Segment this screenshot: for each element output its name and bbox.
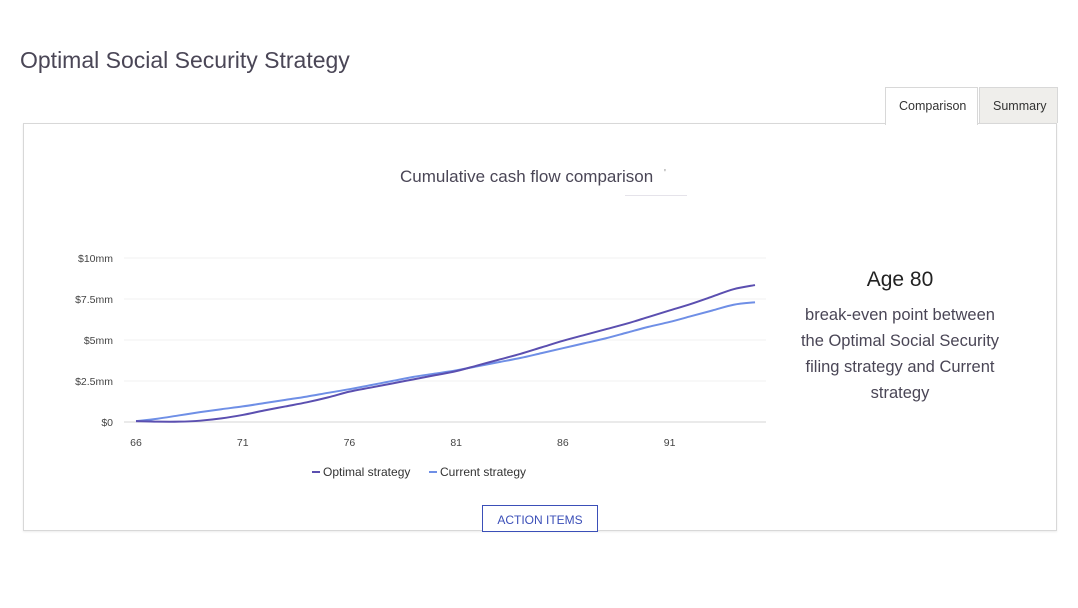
x-tick-label: 71	[237, 437, 249, 449]
chart-title-mark: '	[664, 168, 666, 179]
desc-line: the Optimal Social Security	[800, 332, 1000, 350]
title-underline	[625, 195, 687, 196]
breakeven-description: break-even point between the Optimal Soc…	[780, 302, 1020, 406]
x-tick-label: 91	[664, 437, 676, 449]
tab-summary[interactable]: Summary	[979, 87, 1058, 123]
y-tick-label: $0	[101, 417, 113, 429]
x-tick-label: 81	[450, 437, 462, 449]
y-tick-label: $5mm	[84, 335, 113, 347]
series-line-current-strategy	[135, 301, 756, 423]
legend-label: Optimal strategy	[323, 465, 410, 479]
y-tick-label: $10mm	[78, 253, 113, 265]
legend-label: Current strategy	[440, 465, 526, 479]
action-items-button[interactable]: ACTION ITEMS	[482, 505, 598, 532]
desc-line: filing strategy and Current	[805, 358, 995, 376]
series-line-optimal-strategy	[135, 284, 756, 423]
breakeven-age: Age 80	[866, 268, 934, 291]
x-tick-label: 66	[130, 437, 142, 449]
page-title: Optimal Social Security Strategy	[20, 47, 350, 73]
y-tick-label: $7.5mm	[75, 294, 113, 306]
x-tick-label: 86	[557, 437, 569, 449]
chart-title: Cumulative cash flow comparison	[400, 167, 654, 186]
desc-line: break-even point between	[805, 306, 995, 324]
desc-line: strategy	[870, 384, 930, 402]
tab-comparison[interactable]: Comparison	[885, 87, 978, 125]
y-tick-label: $2.5mm	[75, 376, 113, 388]
x-tick-label: 76	[344, 437, 356, 449]
